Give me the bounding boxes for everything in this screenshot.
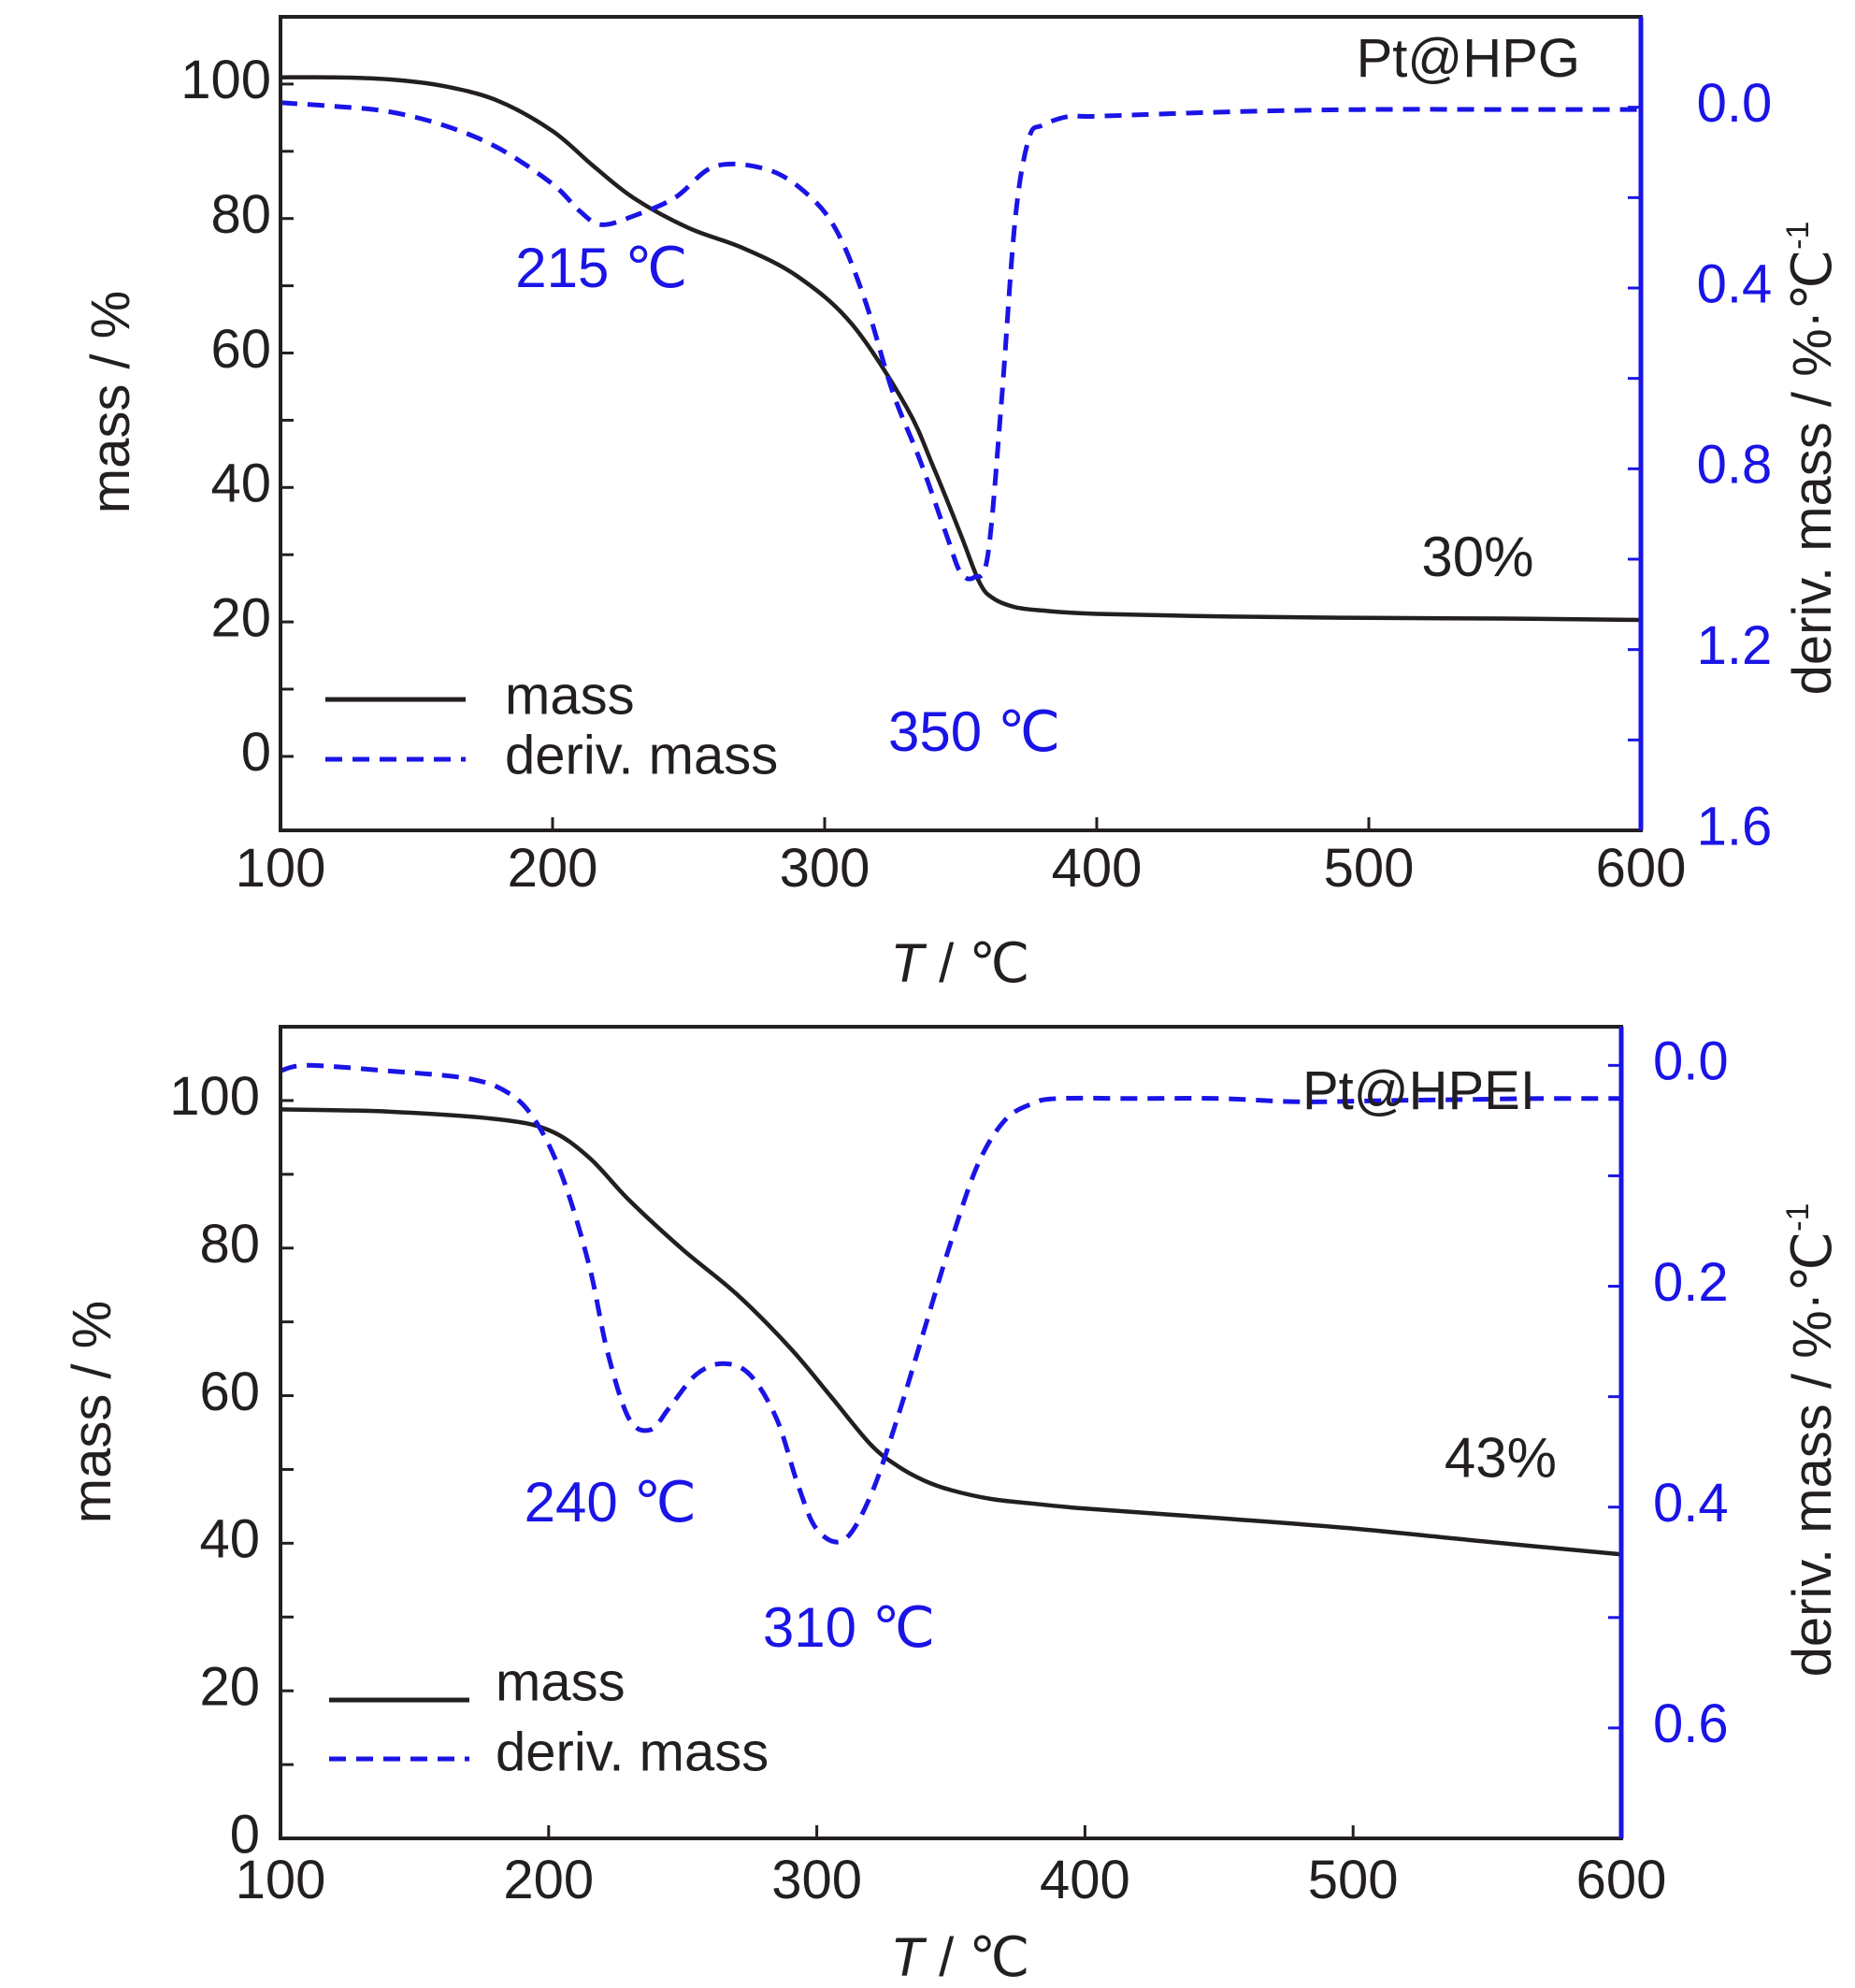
annotation-label: 240 ℃ (525, 1471, 697, 1534)
x-tick-label: 300 (771, 1850, 862, 1910)
series-line-mass (280, 1107, 1622, 1557)
x-axis-label-symbol: T (891, 1927, 928, 1988)
series-line-deriv-mass (280, 100, 1641, 582)
legend: mass deriv. mass (325, 665, 778, 785)
x-tick-label: 400 (1052, 838, 1143, 899)
annotation-group: 215 ℃ 350 ℃ 30% (515, 237, 1533, 763)
y2-axis-label-sup: -1 (1780, 1203, 1816, 1232)
y2-axis-label: deriv. mass / %·℃-1 (1780, 222, 1843, 696)
y-axis-label: mass / % (62, 1301, 122, 1524)
y-tick-label: 40 (210, 454, 271, 514)
y-tick-label: 60 (199, 1361, 260, 1422)
x-tick-label: 600 (1596, 838, 1687, 899)
x-tick-label: 500 (1308, 1850, 1399, 1910)
y2-tick-labels: 0.0 0.4 0.8 1.2 1.6 (1697, 73, 1773, 857)
annotation-label: 310 ℃ (763, 1596, 935, 1659)
x-tick-label: 400 (1040, 1850, 1130, 1910)
y-axis-label: mass / % (80, 291, 141, 514)
y2-axis-label-text: deriv. mass / %·℃ (1782, 250, 1843, 696)
legend-label-deriv: deriv. mass (496, 1721, 769, 1782)
plot-frame (279, 1025, 1623, 1840)
legend-label-deriv: deriv. mass (505, 725, 778, 785)
x-tick-label: 100 (236, 838, 326, 899)
y-tick-label: 0 (230, 1804, 260, 1865)
y-tick-marks (280, 1025, 294, 1840)
y-tick-labels: 0 20 40 60 80 100 (180, 50, 271, 783)
y2-tick-label: 1.2 (1697, 615, 1773, 676)
y-tick-label: 80 (199, 1214, 260, 1275)
y2-tick-label: 0.4 (1697, 253, 1773, 314)
y2-tick-label: 0.6 (1653, 1693, 1729, 1754)
x-tick-label: 200 (503, 1850, 594, 1910)
x-tick-label: 600 (1576, 1850, 1667, 1910)
annotation-group: 240 ℃ 310 ℃ 43% (525, 1426, 1557, 1658)
x-tick-marks (279, 817, 1643, 830)
x-tick-labels: 100 200 300 400 500 600 (236, 1850, 1667, 1910)
legend-label-mass: mass (505, 665, 635, 726)
y-tick-marks (280, 15, 294, 758)
annotation-label: 350 ℃ (888, 700, 1060, 763)
y2-tick-labels: 0.0 0.2 0.4 0.6 (1653, 1031, 1729, 1755)
legend: mass deriv. mass (329, 1651, 769, 1782)
annotation-label: 43% (1445, 1426, 1557, 1489)
y2-tick-label: 0.4 (1653, 1473, 1729, 1534)
y2-axis-label: deriv. mass / %·℃-1 (1780, 1203, 1843, 1678)
y2-tick-label: 0.0 (1697, 73, 1773, 134)
y2-tick-label: 0.2 (1653, 1252, 1729, 1313)
y-tick-label: 100 (169, 1066, 260, 1127)
series-line-deriv-mass (280, 1062, 1622, 1545)
y-tick-label: 60 (210, 319, 271, 380)
series-group (280, 1062, 1622, 1557)
x-tick-marks (279, 1825, 1623, 1838)
y-tick-label: 20 (199, 1657, 260, 1718)
y-tick-label: 80 (210, 184, 271, 245)
y-tick-labels: 0 20 40 60 80 100 (169, 1066, 260, 1865)
x-axis-label: T / ℃ (891, 933, 1030, 994)
x-tick-label: 300 (780, 838, 870, 899)
x-axis-label-symbol: T (891, 933, 928, 994)
x-axis-label-unit: / ℃ (924, 933, 1029, 994)
x-tick-labels: 100 200 300 400 500 600 (236, 838, 1687, 899)
x-axis-label-unit: / ℃ (924, 1927, 1029, 1988)
y2-tick-label: 0.0 (1653, 1031, 1729, 1092)
y2-tick-label: 1.6 (1697, 796, 1773, 857)
series-line-mass (280, 75, 1642, 623)
y2-axis-label-text: deriv. mass / %·℃ (1782, 1232, 1843, 1678)
y-tick-label: 0 (241, 722, 271, 783)
y-tick-label: 20 (210, 587, 271, 648)
chart-title: Pt@HPEI (1302, 1060, 1535, 1121)
x-tick-label: 100 (236, 1850, 326, 1910)
legend-label-mass: mass (496, 1651, 626, 1712)
series-group (280, 75, 1642, 623)
x-tick-label: 500 (1324, 838, 1415, 899)
x-axis-label: T / ℃ (891, 1927, 1030, 1988)
y2-axis-label-sup: -1 (1780, 222, 1816, 250)
chart-title: Pt@HPG (1357, 28, 1580, 89)
y-tick-label: 100 (180, 50, 271, 110)
annotation-label: 215 ℃ (515, 237, 687, 299)
x-tick-label: 200 (508, 838, 598, 899)
y-tick-label: 40 (199, 1509, 260, 1570)
y2-tick-label: 0.8 (1697, 435, 1773, 496)
annotation-label: 30% (1421, 526, 1533, 588)
